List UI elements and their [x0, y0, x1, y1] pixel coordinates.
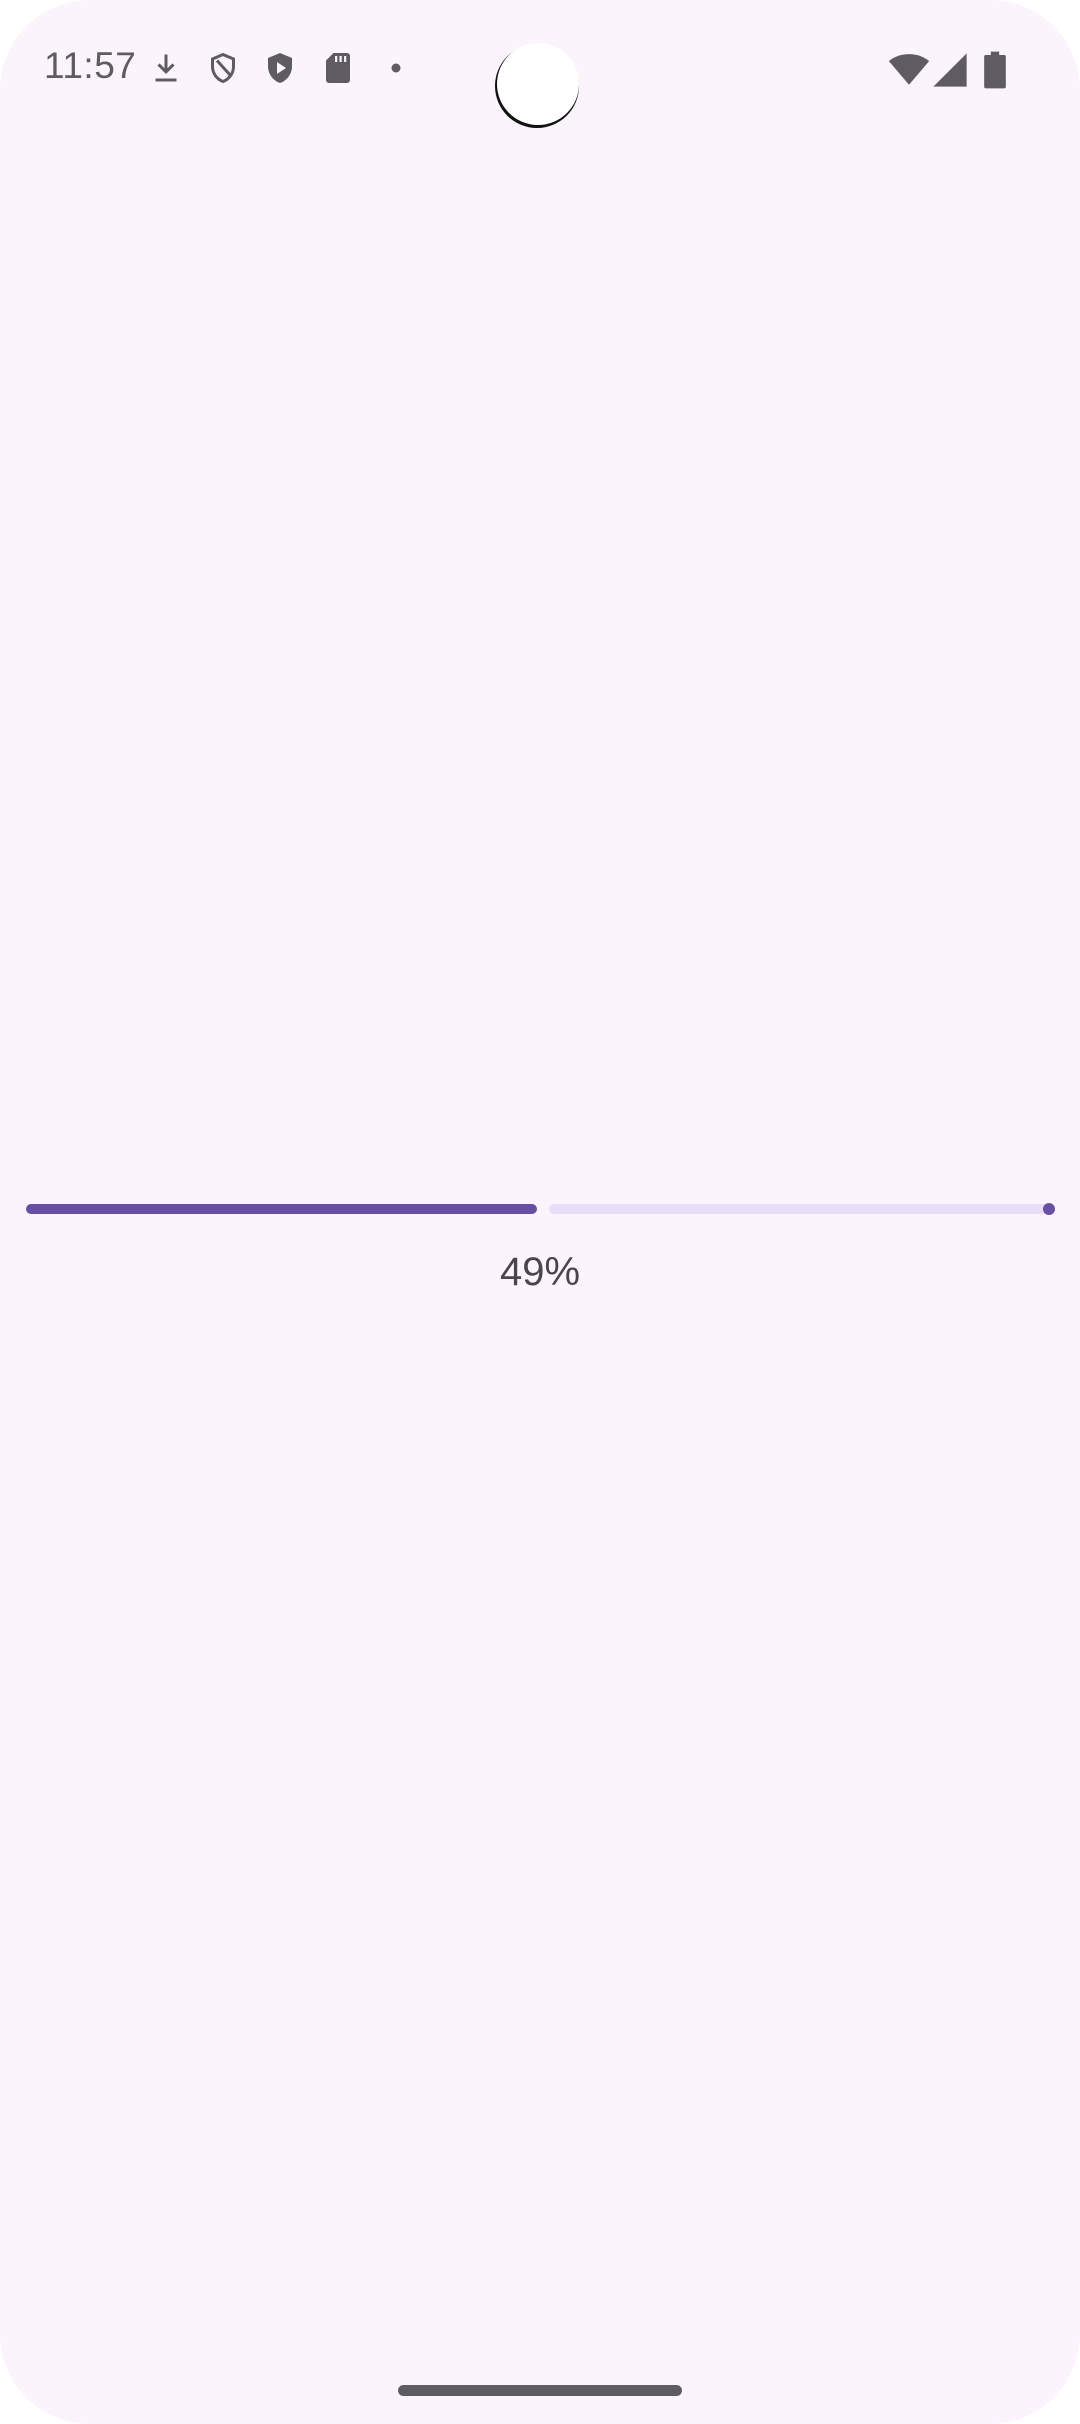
status-time: 11:57 [44, 45, 137, 86]
front-camera-cutout [497, 43, 579, 125]
progress-percent-label: 49% [499, 1250, 581, 1294]
cellular-signal-icon [930, 50, 970, 90]
download-icon [148, 50, 184, 86]
dot-icon [384, 56, 408, 80]
battery-icon [980, 50, 1010, 90]
wifi-icon [888, 48, 930, 90]
progress-inactive-track [549, 1204, 1052, 1214]
progress-stop-indicator [1043, 1203, 1055, 1215]
sd-card-icon [320, 50, 356, 86]
status-bar: 11:57 [0, 0, 1080, 140]
shield-outline-icon [205, 50, 241, 86]
shield-play-icon [262, 50, 298, 86]
navigation-gesture-handle[interactable] [398, 2385, 682, 2396]
progress-active-track [26, 1204, 537, 1214]
